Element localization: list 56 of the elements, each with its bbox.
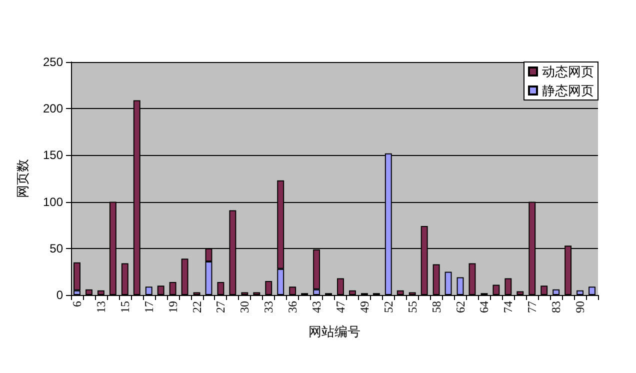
x-tick-label: 58: [429, 301, 444, 313]
x-tick-label: 55: [405, 301, 420, 313]
x-tick-label: 17: [142, 301, 156, 313]
y-tick-label: 100: [42, 194, 64, 209]
x-tick-label: 77: [525, 301, 540, 313]
x-axis-title: 网站编号: [308, 324, 360, 339]
x-tick-label: 74: [501, 301, 516, 313]
x-tick-label: 47: [333, 301, 348, 313]
y-tick-label: 150: [42, 148, 64, 162]
y-tick-label: 250: [42, 55, 64, 69]
bar: [289, 286, 296, 295]
bar: [337, 278, 344, 295]
x-tick-label: 52: [381, 301, 396, 313]
bar: [516, 291, 524, 295]
bar: [444, 272, 452, 295]
bar: [181, 258, 188, 295]
x-tick-label: 27: [214, 301, 228, 313]
y-tick-label: 200: [42, 102, 64, 116]
bar: [552, 289, 560, 295]
bar: [157, 286, 164, 295]
bar: [504, 278, 512, 295]
bar: [576, 290, 584, 295]
x-tick-label: 33: [262, 301, 276, 313]
x-tick-label: 62: [453, 301, 468, 313]
bar: [97, 290, 104, 295]
y-tick-label: 50: [50, 241, 64, 256]
y-tick-label: 0: [56, 288, 64, 302]
bar: [588, 286, 596, 295]
x-tick-label: 43: [310, 301, 324, 313]
x-tick-label: 22: [190, 301, 204, 313]
x-tick-label: 19: [166, 301, 180, 313]
x-tick-label: 36: [286, 301, 300, 313]
x-tick-label: 49: [357, 301, 372, 313]
x-tick-label: 64: [477, 301, 492, 313]
bar: [540, 286, 548, 295]
legend-label: 静态网页: [542, 83, 594, 98]
bar: [396, 290, 404, 295]
bar: [85, 289, 92, 295]
x-tick-label: 6: [70, 301, 84, 307]
legend-label: 动态网页: [542, 64, 594, 79]
x-tick-label: 15: [118, 301, 132, 313]
bar: [145, 286, 152, 295]
bar: [468, 263, 476, 295]
x-tick-label: 83: [549, 301, 564, 313]
y-axis-title: 网页数: [15, 159, 30, 198]
bar: [265, 281, 272, 295]
x-tick-label: 30: [238, 301, 252, 313]
bar: [348, 290, 356, 295]
x-tick-label: 90: [573, 301, 588, 313]
bar: [492, 284, 500, 295]
bar: [456, 277, 464, 295]
bar: [169, 282, 176, 295]
bar: [432, 264, 440, 295]
bar: [121, 263, 128, 295]
x-tick-label: 13: [94, 301, 108, 313]
bar: [217, 282, 224, 295]
